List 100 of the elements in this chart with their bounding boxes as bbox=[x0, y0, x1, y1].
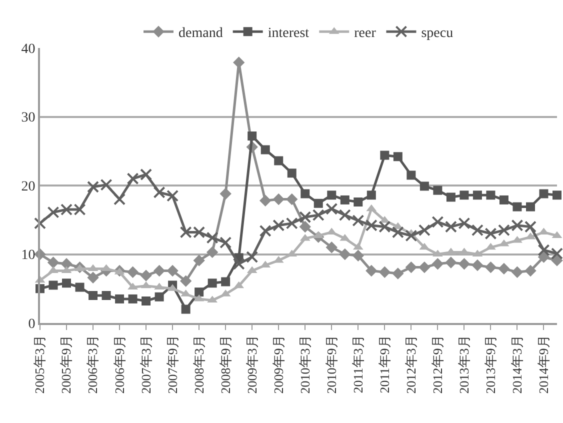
point bbox=[472, 259, 484, 272]
point bbox=[378, 266, 391, 278]
point bbox=[114, 193, 126, 206]
point bbox=[472, 190, 482, 200]
point bbox=[538, 244, 550, 256]
point bbox=[458, 258, 470, 270]
point bbox=[166, 264, 178, 277]
point bbox=[87, 272, 99, 284]
point bbox=[406, 170, 416, 180]
point bbox=[405, 261, 418, 274]
point bbox=[299, 220, 311, 233]
point bbox=[392, 226, 404, 238]
point bbox=[286, 193, 298, 206]
point bbox=[272, 193, 284, 206]
x-tick-label: 2014年3月 bbox=[509, 335, 524, 394]
point bbox=[232, 258, 245, 270]
x-tick-label: 2006年3月 bbox=[85, 335, 100, 394]
point bbox=[208, 278, 217, 288]
x-tick-label: 2006年9月 bbox=[112, 335, 127, 394]
point bbox=[326, 242, 338, 254]
point bbox=[418, 261, 430, 274]
point bbox=[484, 261, 497, 274]
point bbox=[48, 280, 58, 290]
point bbox=[432, 258, 444, 270]
x-tick-label: 2008年9月 bbox=[218, 335, 233, 394]
legend-label: specu bbox=[421, 26, 454, 42]
x-tick-label: 2009年3月 bbox=[244, 335, 260, 394]
x-tick-label: 2012年3月 bbox=[403, 335, 418, 394]
point bbox=[526, 202, 535, 212]
point bbox=[499, 195, 508, 204]
point bbox=[140, 270, 152, 282]
point bbox=[259, 224, 272, 237]
point bbox=[220, 236, 232, 249]
point bbox=[194, 288, 204, 297]
point bbox=[366, 190, 376, 200]
point bbox=[366, 264, 378, 277]
point bbox=[380, 150, 390, 160]
point bbox=[326, 202, 338, 215]
point bbox=[486, 190, 496, 200]
x-tick-label: 2010年9月 bbox=[324, 335, 339, 394]
point bbox=[88, 291, 98, 300]
point bbox=[551, 248, 563, 260]
point bbox=[47, 206, 60, 218]
point bbox=[221, 277, 230, 286]
point bbox=[154, 292, 164, 302]
point bbox=[340, 195, 350, 204]
point bbox=[512, 202, 522, 212]
point bbox=[445, 256, 457, 268]
point bbox=[552, 190, 562, 200]
x-tick-label: 2011年3月 bbox=[350, 335, 366, 394]
point bbox=[206, 232, 218, 244]
x-tick-label: 2005年3月 bbox=[32, 335, 48, 394]
point bbox=[248, 132, 257, 140]
point bbox=[538, 251, 550, 263]
point bbox=[458, 217, 470, 230]
point bbox=[444, 220, 457, 233]
point bbox=[220, 188, 232, 200]
point bbox=[126, 172, 139, 185]
x-tick-label: 2007年9月 bbox=[164, 335, 180, 394]
point bbox=[327, 190, 336, 200]
x-tick-label: 2009年9月 bbox=[270, 335, 286, 394]
point bbox=[551, 254, 563, 266]
point bbox=[274, 156, 284, 166]
point bbox=[153, 186, 166, 198]
point bbox=[524, 264, 536, 277]
x-tick-label: 2014年9月 bbox=[536, 335, 551, 394]
y-tick-label: 30 bbox=[21, 110, 36, 126]
point bbox=[193, 254, 205, 266]
point bbox=[433, 186, 442, 195]
point bbox=[392, 268, 404, 280]
point bbox=[47, 256, 60, 268]
point bbox=[460, 190, 469, 200]
point bbox=[338, 209, 351, 222]
y-tick-label: 40 bbox=[21, 42, 36, 57]
point bbox=[233, 56, 245, 68]
y-tick-label: 20 bbox=[21, 179, 36, 194]
point bbox=[34, 217, 46, 230]
point bbox=[446, 192, 456, 202]
point bbox=[260, 194, 272, 206]
point bbox=[498, 224, 510, 236]
point bbox=[354, 198, 363, 206]
point bbox=[339, 248, 351, 260]
point bbox=[300, 189, 310, 198]
point bbox=[484, 228, 497, 240]
point bbox=[180, 275, 192, 287]
point bbox=[206, 246, 218, 258]
point bbox=[102, 291, 111, 300]
point bbox=[181, 304, 190, 314]
point bbox=[314, 198, 323, 208]
point bbox=[498, 262, 510, 275]
y-tick-label: 10 bbox=[21, 248, 36, 264]
x-tick-label: 2012年9月 bbox=[430, 335, 445, 394]
point bbox=[115, 294, 124, 304]
point bbox=[140, 168, 152, 180]
x-tick-label: 2008年3月 bbox=[191, 335, 206, 394]
point bbox=[471, 224, 484, 236]
point bbox=[393, 152, 402, 162]
y-tick-label: 0 bbox=[28, 316, 36, 332]
point bbox=[126, 266, 139, 278]
point bbox=[486, 242, 496, 250]
